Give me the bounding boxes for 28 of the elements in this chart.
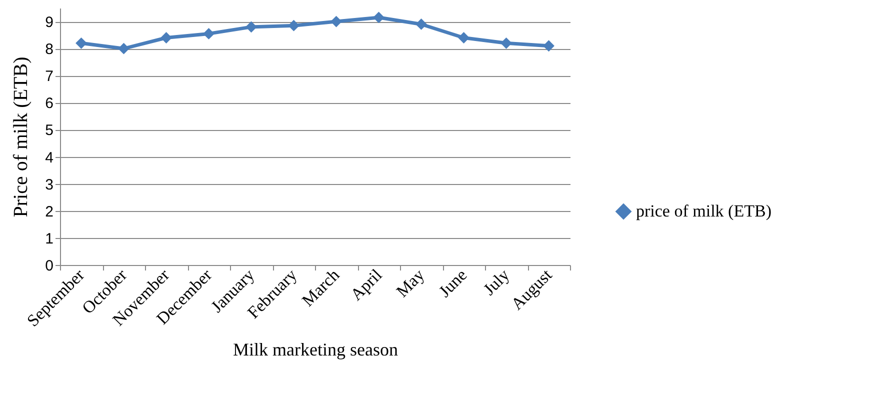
point <box>203 28 214 40</box>
point <box>373 12 384 24</box>
point <box>160 32 172 44</box>
x-tick-label: May <box>392 265 428 301</box>
y-tick-label: 8 <box>45 41 54 58</box>
point <box>416 18 427 30</box>
point <box>118 42 130 54</box>
y-tick-label: 0 <box>45 258 54 274</box>
y-axis-title: Price of milk (ETB) <box>10 56 32 218</box>
x-axis-title: Milk marketing season <box>233 340 398 360</box>
point <box>500 37 512 49</box>
point <box>76 37 87 49</box>
y-tick-label: 1 <box>45 230 54 248</box>
x-tick-label: July <box>480 265 514 299</box>
y-tick-label: 2 <box>45 203 54 220</box>
y-tick-label: 3 <box>45 176 54 194</box>
point <box>543 40 554 52</box>
x-tick-label: June <box>435 265 471 301</box>
point <box>288 20 300 32</box>
point <box>330 16 342 28</box>
y-tick-label: 5 <box>45 122 54 140</box>
y-tick-label: 6 <box>45 95 54 112</box>
point <box>246 21 257 33</box>
y-tick-label: 7 <box>45 68 54 86</box>
y-tick-label: 9 <box>45 14 54 32</box>
legend-label: price of milk (ETB) <box>636 202 772 220</box>
point <box>458 32 470 44</box>
y-tick-label: 4 <box>45 149 54 166</box>
